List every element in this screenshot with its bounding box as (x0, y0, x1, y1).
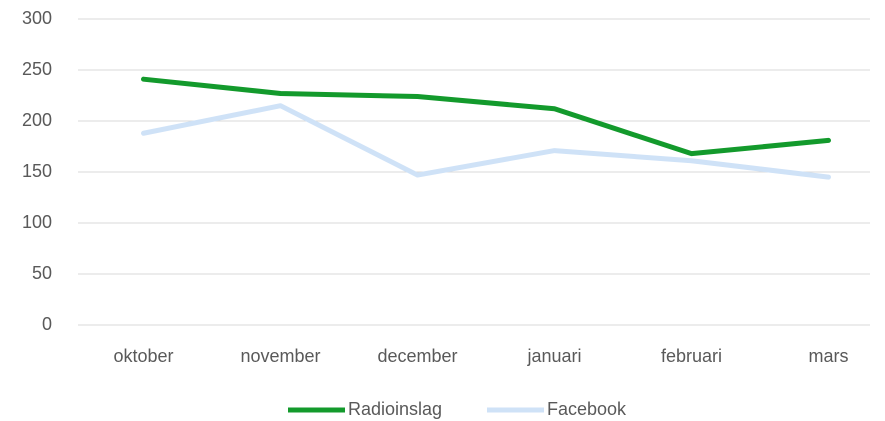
legend-label: Radioinslag (348, 399, 442, 419)
x-tick-label: februari (661, 346, 722, 366)
y-tick-label: 250 (22, 59, 52, 79)
y-tick-label: 100 (22, 212, 52, 232)
x-tick-label: januari (526, 346, 581, 366)
x-tick-label: november (240, 346, 320, 366)
x-tick-label: mars (809, 346, 849, 366)
y-tick-label: 150 (22, 161, 52, 181)
y-tick-label: 50 (32, 263, 52, 283)
series-line (141, 103, 831, 180)
y-tick-label: 200 (22, 110, 52, 130)
x-tick-label: december (377, 346, 457, 366)
legend-label: Facebook (547, 399, 627, 419)
y-tick-label: 300 (22, 8, 52, 28)
x-tick-label: oktober (113, 346, 173, 366)
series-line (141, 76, 831, 157)
y-tick-label: 0 (42, 314, 52, 334)
